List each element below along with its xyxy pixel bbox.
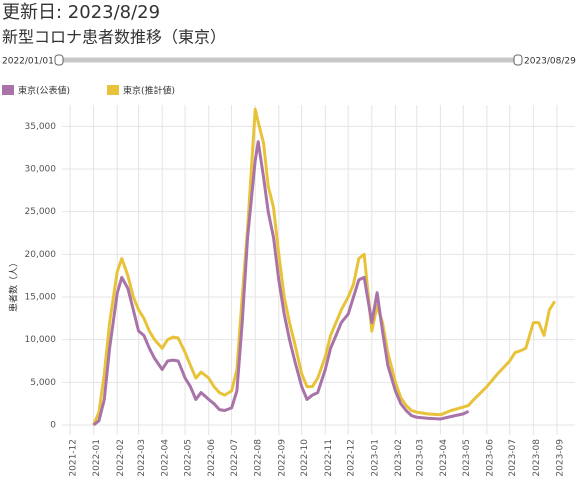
x-tick-label: 2023-09 bbox=[556, 439, 566, 477]
x-tick-label: 2022-12 bbox=[347, 439, 357, 477]
series-line bbox=[92, 140, 470, 427]
x-tick-label: 2023-07 bbox=[508, 439, 518, 477]
x-tick-label: 2023-08 bbox=[532, 439, 542, 477]
slider-handle-end[interactable] bbox=[513, 54, 523, 66]
x-tick-label: 2022-04 bbox=[161, 439, 171, 477]
y-tick-label: 25,000 bbox=[25, 207, 57, 217]
y-tick-label: 20,000 bbox=[25, 250, 57, 260]
chart-title: 新型コロナ患者数推移（東京） bbox=[2, 28, 226, 47]
x-tick-label: 2022-08 bbox=[254, 439, 264, 477]
x-tick-label: 2023-02 bbox=[394, 439, 404, 477]
slider-end-label: 2023/08/29 bbox=[524, 57, 576, 67]
x-tick-label: 2022-02 bbox=[116, 439, 126, 477]
legend-swatch bbox=[2, 85, 14, 95]
x-tick-label: 2023-06 bbox=[485, 439, 495, 477]
y-tick-label: 30,000 bbox=[25, 165, 57, 175]
y-tick-label: 35,000 bbox=[25, 122, 57, 132]
x-tick-label: 2022-01 bbox=[92, 439, 102, 477]
slider-start-label: 2022/01/01 bbox=[2, 57, 54, 67]
series-line bbox=[92, 107, 556, 426]
y-tick-label: 0 bbox=[50, 421, 56, 431]
range-slider[interactable]: 2022/01/01 2023/08/29 bbox=[2, 54, 576, 67]
y-tick-label: 10,000 bbox=[25, 335, 57, 345]
x-tick-label: 2022-10 bbox=[300, 439, 310, 477]
x-tick-label: 2022-11 bbox=[324, 439, 334, 477]
x-tick-label: 2022-09 bbox=[277, 439, 287, 477]
legend-label: 東京(公表値) bbox=[18, 85, 70, 97]
legend-swatch bbox=[107, 85, 119, 95]
x-tick-label: 2023-05 bbox=[462, 439, 472, 477]
x-tick-label: 2022-03 bbox=[137, 439, 147, 477]
x-tick-label: 2022-07 bbox=[230, 439, 240, 477]
slider-handle-start[interactable] bbox=[54, 54, 64, 66]
y-tick-label: 15,000 bbox=[25, 293, 57, 303]
x-tick-label: 2022-06 bbox=[207, 439, 217, 477]
x-tick-label: 2023-03 bbox=[415, 439, 425, 477]
x-tick-label: 2023-01 bbox=[370, 439, 380, 477]
legend-label: 東京(推計値) bbox=[123, 85, 175, 97]
y-tick-label: 5,000 bbox=[30, 378, 56, 388]
x-tick-label: 2022-05 bbox=[184, 439, 194, 477]
x-tick-label: 2021-12 bbox=[69, 439, 79, 477]
updated-date: 更新日: 2023/8/29 bbox=[2, 2, 160, 23]
x-tick-label: 2023-04 bbox=[439, 439, 449, 477]
y-axis-label: 患者数（人） bbox=[8, 258, 20, 312]
